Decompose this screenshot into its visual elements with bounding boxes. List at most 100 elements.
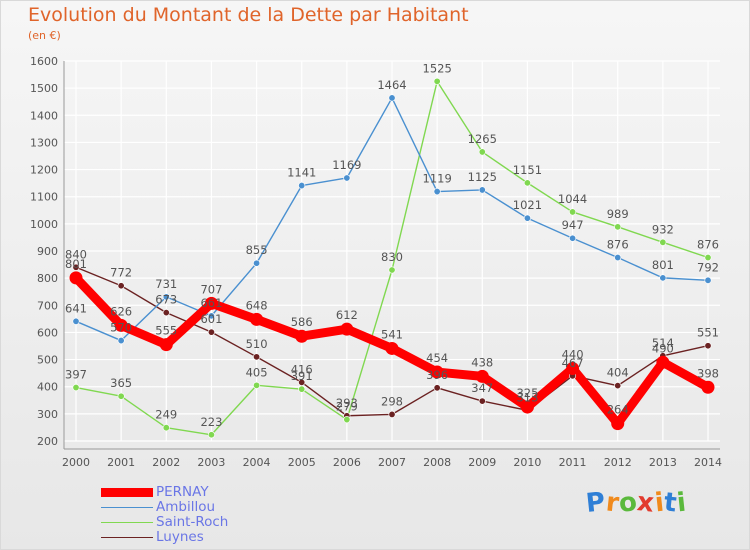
y-tick-label-2: 400 <box>37 381 58 394</box>
data-label-luynes-2003: 601 <box>200 312 222 326</box>
data-label-ambillou-2003: 661 <box>200 296 222 310</box>
data-point-saint-roch-2010 <box>523 179 531 187</box>
x-tick-label-12: 2012 <box>604 456 632 469</box>
data-label-pernay-2003: 707 <box>200 282 222 296</box>
data-label-pernay-2007: 541 <box>381 327 403 341</box>
data-point-ambillou-2007 <box>388 94 396 102</box>
data-label-pernay-2002: 555 <box>155 324 177 338</box>
x-axis-ticks: 2000 2001 2002 2003 2004 2005 2006 2007 2008 2009… <box>62 456 722 469</box>
data-label-luynes-2002: 673 <box>155 293 177 307</box>
data-point-pernay-2012 <box>611 417 625 431</box>
data-label-luynes-2005: 416 <box>291 362 313 376</box>
data-label-luynes-2008: 396 <box>426 368 448 382</box>
data-label-luynes-2004: 510 <box>246 337 268 351</box>
data-point-pernay-2000 <box>69 271 83 285</box>
data-label-saint-roch-2005: 391 <box>291 369 313 383</box>
y-tick-label-10: 1200 <box>30 164 58 177</box>
data-label-saint-roch-2002: 249 <box>155 408 177 422</box>
y-tick-label-14: 1600 <box>30 55 58 68</box>
y-tick-label-3: 500 <box>37 354 58 367</box>
y-tick-label-6: 800 <box>37 272 58 285</box>
data-point-pernay-2005 <box>295 329 309 343</box>
data-point-ambillou-2008 <box>433 188 441 196</box>
data-label-pernay-2000: 801 <box>65 257 87 271</box>
data-label-ambillou-2013: 801 <box>652 258 674 272</box>
data-point-ambillou-2000 <box>72 317 80 325</box>
data-label-pernay-2006: 612 <box>336 308 358 322</box>
data-point-pernay-2004 <box>250 312 264 326</box>
data-label-luynes-2010: 313 <box>516 390 538 404</box>
data-point-luynes-2007 <box>388 410 396 418</box>
data-label-luynes-2007: 298 <box>381 394 403 408</box>
data-label-ambillou-2012: 876 <box>607 238 629 252</box>
y-tick-label-4: 600 <box>37 326 58 339</box>
legend-label-luynes: Luynes <box>156 529 204 545</box>
data-label-saint-roch-2000: 397 <box>65 368 87 382</box>
data-point-ambillou-2013 <box>659 274 667 282</box>
data-point-luynes-2008 <box>433 384 441 392</box>
data-label-pernay-2005: 586 <box>291 315 313 329</box>
proxiti-logo: Proxiti <box>584 487 688 519</box>
data-label-luynes-2009: 347 <box>471 381 493 395</box>
data-label-saint-roch-2011: 1044 <box>558 192 587 206</box>
data-label-luynes-2006: 293 <box>336 396 358 410</box>
data-point-saint-roch-2008 <box>433 77 441 85</box>
x-tick-label-9: 2009 <box>468 456 496 469</box>
data-point-pernay-2009 <box>475 369 489 383</box>
data-label-ambillou-2014: 792 <box>697 260 719 274</box>
data-label-saint-roch-2007: 830 <box>381 250 403 264</box>
data-point-pernay-2014 <box>701 380 715 394</box>
data-label-saint-roch-2013: 932 <box>652 222 674 236</box>
x-tick-label-2: 2002 <box>152 456 180 469</box>
x-tick-label-0: 2000 <box>62 456 90 469</box>
data-point-ambillou-2002 <box>162 293 170 301</box>
legend-swatch-ambillou <box>101 507 153 508</box>
data-label-saint-roch-2014: 876 <box>697 238 719 252</box>
data-point-saint-roch-2001 <box>117 392 125 400</box>
data-point-saint-roch-2005 <box>298 385 306 393</box>
data-label-luynes-2014: 551 <box>697 326 719 340</box>
data-label-pernay-2009: 438 <box>471 355 493 369</box>
data-point-luynes-2002 <box>162 309 170 317</box>
axes <box>63 61 720 450</box>
data-point-saint-roch-2006 <box>343 416 351 424</box>
legend-label-pernay: PERNAY <box>156 484 209 500</box>
y-tick-label-9: 1100 <box>30 191 58 204</box>
data-point-saint-roch-2002 <box>162 424 170 432</box>
y-tick-label-1: 300 <box>37 408 58 421</box>
x-tick-label-4: 2004 <box>243 456 271 469</box>
data-label-saint-roch-2006: 279 <box>336 400 358 414</box>
data-point-pernay-2013 <box>656 355 670 369</box>
data-point-luynes-2004 <box>253 353 261 361</box>
data-point-ambillou-2010 <box>523 214 531 222</box>
data-point-pernay-2003 <box>204 296 218 310</box>
y-tick-label-13: 1500 <box>30 82 58 95</box>
y-tick-label-8: 1000 <box>30 218 58 231</box>
logo-letter: i <box>675 487 688 519</box>
data-label-luynes-2011: 467 <box>562 356 584 370</box>
data-point-saint-roch-2003 <box>207 431 215 439</box>
data-label-ambillou-2000: 641 <box>65 301 87 315</box>
data-point-ambillou-2014 <box>704 276 712 284</box>
data-point-ambillou-2012 <box>614 254 622 262</box>
data-label-pernay-2012: 264 <box>607 403 629 417</box>
data-point-saint-roch-2014 <box>704 254 712 262</box>
data-label-saint-roch-2004: 405 <box>246 365 268 379</box>
data-label-ambillou-2008: 1119 <box>423 172 452 186</box>
data-label-pernay-2013: 490 <box>652 341 674 355</box>
data-label-pernay-2014: 398 <box>697 366 719 380</box>
legend-swatch-saint-roch <box>101 522 153 523</box>
data-point-ambillou-2005 <box>298 182 306 190</box>
data-point-luynes-2012 <box>614 382 622 390</box>
data-point-ambillou-2001 <box>117 337 125 345</box>
data-point-ambillou-2004 <box>253 259 261 267</box>
data-point-luynes-2000 <box>72 263 80 271</box>
data-point-saint-roch-2009 <box>478 148 486 156</box>
data-point-pernay-2008 <box>430 365 444 379</box>
data-label-luynes-2013: 514 <box>652 336 674 350</box>
data-point-luynes-2009 <box>478 397 486 405</box>
x-tick-label-7: 2007 <box>378 456 406 469</box>
x-tick-label-8: 2008 <box>423 456 451 469</box>
data-label-pernay-2004: 648 <box>246 298 268 312</box>
